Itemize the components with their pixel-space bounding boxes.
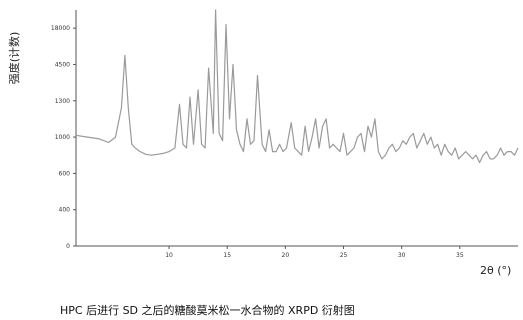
y-tick-label: 600 — [59, 170, 71, 177]
figure-caption: HPC 后进行 SD 之后的糖酸莫米松一水合物的 XRPD 衍射图 — [60, 303, 355, 317]
x-axis-label: 2θ (°) — [480, 264, 511, 277]
x-tick-label: 30 — [398, 252, 406, 259]
xrpd-series-line — [75, 9, 519, 164]
y-tick-label: 1300 — [55, 98, 70, 105]
y-tick-label: 400 — [59, 207, 71, 214]
x-tick-label: 15 — [223, 252, 231, 259]
x-tick-label: 10 — [165, 252, 173, 259]
y-tick-label: 18000 — [51, 25, 70, 32]
x-tick-label: 35 — [456, 252, 464, 259]
y-tick-label: 4500 — [55, 61, 70, 68]
series-layer — [75, 9, 519, 164]
y-axis-label: 强度(计数) — [7, 32, 21, 85]
y-tick-label: 0 — [66, 243, 70, 250]
y-tick-label: 1000 — [55, 134, 70, 141]
axes-layer — [75, 10, 518, 247]
x-tick-label: 20 — [282, 252, 290, 259]
ticks-layer: 10 15 20 25 30 35 0 400 600 1000 1300 4500 18000 — [51, 25, 464, 259]
x-tick-label: 25 — [340, 252, 348, 259]
